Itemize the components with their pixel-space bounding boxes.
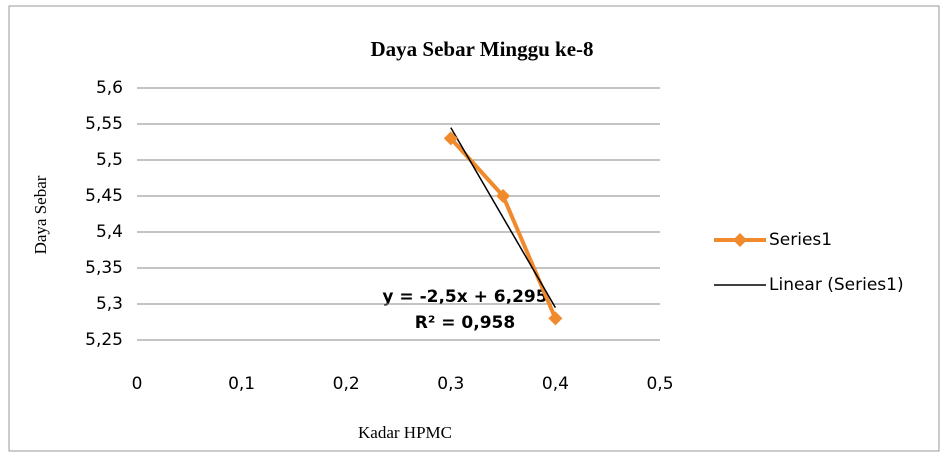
x-tick-label: 0,5: [646, 374, 673, 394]
point-marker: [548, 311, 563, 326]
y-tick-label: 5,6: [96, 78, 123, 98]
y-tick-label: 5,55: [85, 114, 123, 134]
legend-marker: [733, 233, 747, 247]
y-tick-label: 5,35: [85, 258, 123, 278]
y-tick-label: 5,5: [96, 150, 123, 170]
x-tick-label: 0,1: [228, 374, 255, 394]
y-tick-label: 5,45: [85, 186, 123, 206]
trendline: [450, 127, 557, 308]
y-tick-label: 5,3: [96, 294, 123, 314]
x-axis-label: Kadar HPMC: [358, 423, 452, 442]
chart-frame: [8, 5, 940, 452]
x-tick-label: 0,2: [333, 374, 360, 394]
chart-title: Daya Sebar Minggu ke-8: [370, 37, 593, 61]
point-marker: [443, 131, 458, 146]
y-tick-label: 5,4: [96, 222, 123, 242]
point-marker: [496, 189, 511, 203]
r-squared: R² = 0,958: [415, 313, 515, 333]
y-tick-label: 5,25: [85, 330, 123, 350]
y-axis-label: Daya Sebar: [31, 175, 50, 254]
x-tick-label: 0,4: [542, 374, 569, 394]
legend-label: Series1: [769, 230, 832, 250]
equation: y = -2,5x + 6,295: [382, 287, 547, 307]
x-tick-label: 0,3: [437, 374, 464, 394]
x-tick-label: 0: [132, 374, 143, 394]
legend-label: Linear (Series1): [769, 275, 904, 295]
